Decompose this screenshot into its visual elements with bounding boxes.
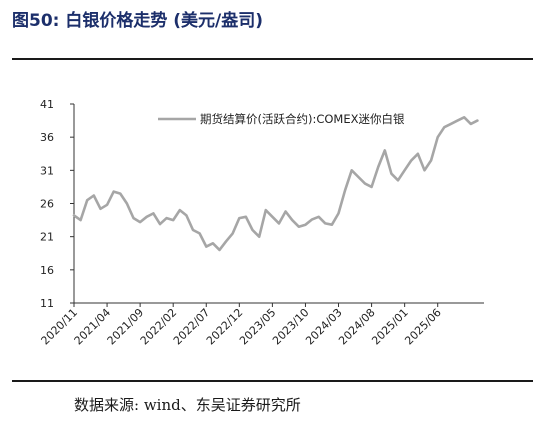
x-tick-labels: 2020/112021/042021/092022/022022/072022/… [39,306,444,348]
y-tick-label: 21 [40,231,54,244]
series-layer [72,116,479,252]
bottom-rule [12,380,533,382]
legend-label: 期货结算价(活跃合约):COMEX迷你白银 [200,112,405,126]
y-tick-label: 31 [40,164,54,177]
y-tick-label: 11 [40,297,54,310]
y-tick-label: 36 [40,131,54,144]
series-line [72,116,479,252]
chart-axes [70,103,484,307]
source-note: 数据来源: wind、东吴证券研究所 [74,396,301,414]
y-tick-labels: 11 16 21 26 31 36 41 [40,98,54,310]
figure-title: 图50: 白银价格走势 (美元/盎司) [12,11,264,31]
y-tick-label: 26 [40,198,54,211]
top-rule [12,58,533,60]
y-tick-label: 41 [40,98,54,111]
legend: 期货结算价(活跃合约):COMEX迷你白银 [158,112,405,126]
x-tick-label: 2025/06 [402,306,444,348]
y-tick-label: 16 [40,264,54,277]
